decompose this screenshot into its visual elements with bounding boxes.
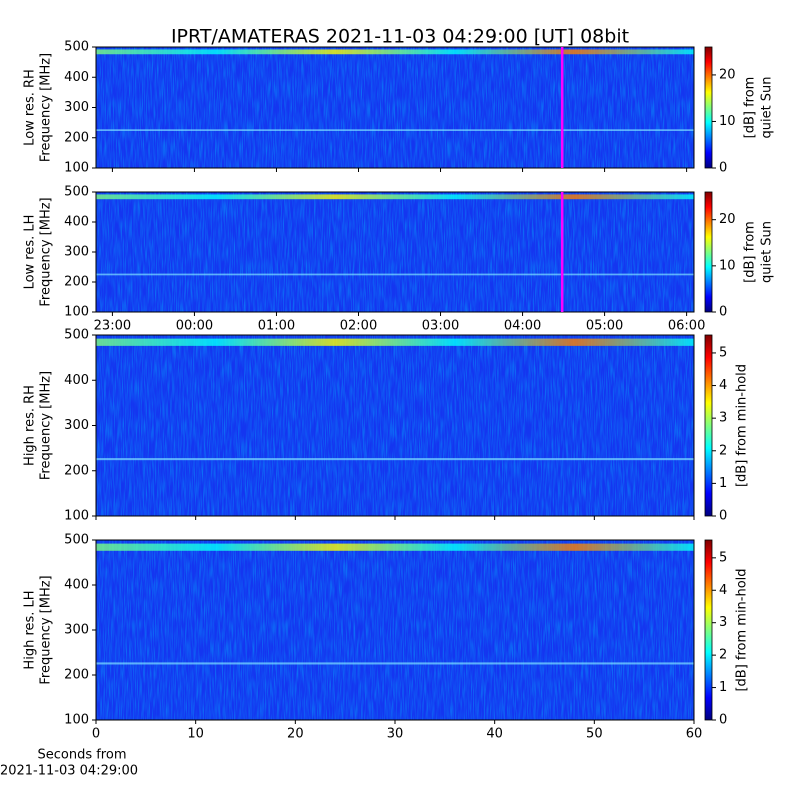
y-tick-label: 200 [64,130,89,145]
colorbar-tick-label: 1 [719,680,727,695]
colorbar [704,539,713,721]
x-tick-label: 40 [486,727,503,742]
y-axis-label: Low res. RH [23,69,38,146]
y-tick-label: 300 [64,623,89,638]
y-axis-label: Frequency [MHz] [39,197,54,306]
colorbar-label: quiet Sun [760,221,775,283]
spectrogram-noise [96,192,694,312]
colorbar-tick-label: 2 [719,443,727,458]
x-tick-label: 04:00 [504,319,541,334]
y-axis-label: High res. LH [23,590,38,669]
spectrogram-band [96,129,694,132]
spectrogram-band [96,543,694,551]
x-tick-label: 30 [387,727,404,742]
colorbar-tick-label: 4 [719,378,727,393]
x-tick-label: 01:00 [258,319,295,334]
colorbar-tick-label: 0 [719,509,727,524]
spectrogram-band [96,194,694,200]
y-tick-label: 300 [64,245,89,260]
spectrogram-noise [96,335,694,516]
y-tick-label: 400 [64,373,89,388]
figure-title: IPRT/AMATERAS 2021-11-03 04:29:00 [UT] 0… [171,26,629,48]
y-axis-label: Frequency [MHz] [39,53,54,162]
y-tick-label: 100 [64,161,89,176]
x-tick-label: 02:00 [340,319,377,334]
x-tick-label: 05:00 [586,319,623,334]
colorbar-tick-label: 20 [719,212,736,227]
spectrogram-band [96,273,694,276]
x-tick-label: 00:00 [176,319,213,334]
y-tick-label: 100 [64,713,89,728]
spectrogram-band [96,458,694,461]
y-tick-label: 400 [64,215,89,230]
y-tick-label: 300 [64,418,89,433]
x-axis-label: 2021-11-03 04:29:00 [0,764,138,779]
y-tick-label: 300 [64,100,89,115]
y-tick-label: 500 [64,185,89,200]
x-tick-label: 20 [287,727,304,742]
colorbar-label: [dB] from [743,77,758,139]
x-tick-label: 23:00 [94,319,131,334]
colorbar-tick-label: 0 [719,713,727,728]
colorbar-tick-label: 1 [719,476,727,491]
colorbar [704,334,713,517]
colorbar-tick-label: 0 [719,305,727,320]
x-tick-label: 50 [586,727,603,742]
y-axis-label: Frequency [MHz] [39,371,54,480]
colorbar [704,191,713,313]
y-tick-label: 200 [64,275,89,290]
colorbar-tick-label: 4 [719,583,727,598]
colorbar-tick-label: 2 [719,648,727,663]
y-tick-label: 200 [64,463,89,478]
colorbar-tick-label: 5 [719,550,727,565]
x-tick-label: 06:00 [668,319,705,334]
colorbar-tick-label: 10 [719,114,736,129]
spectrogram-band [96,338,694,346]
y-tick-label: 100 [64,509,89,524]
x-axis-label: Seconds from [37,748,126,763]
colorbar-tick-label: 3 [719,411,727,426]
x-tick-label: 03:00 [422,319,459,334]
colorbar-tick-label: 0 [719,161,727,176]
x-tick-label: 0 [92,727,100,742]
spectrogram-noise [96,540,694,720]
colorbar-label: quiet Sun [760,76,775,138]
colorbar-tick-label: 3 [719,615,727,630]
colorbar-label: [dB] from min-hold [735,568,750,691]
y-tick-label: 100 [64,305,89,320]
y-tick-label: 500 [64,533,89,548]
spectrogram-band [96,662,694,665]
y-tick-label: 500 [64,328,89,343]
colorbar-tick-label: 5 [719,345,727,360]
spectrogram-band [96,49,694,55]
y-tick-label: 400 [64,578,89,593]
x-tick-label: 10 [187,727,204,742]
y-tick-label: 400 [64,70,89,85]
y-tick-label: 500 [64,40,89,55]
colorbar-label: [dB] from min-hold [735,364,750,487]
x-tick-label: 60 [686,727,703,742]
colorbar-tick-label: 20 [719,67,736,82]
spectrogram-noise [96,47,694,168]
colorbar [704,46,713,169]
colorbar-tick-label: 10 [719,258,736,273]
y-tick-label: 200 [64,668,89,683]
colorbar-label: [dB] from [743,221,758,283]
y-axis-label: High res. RH [23,385,38,466]
y-axis-label: Frequency [MHz] [39,575,54,684]
y-axis-label: Low res. LH [23,215,38,290]
